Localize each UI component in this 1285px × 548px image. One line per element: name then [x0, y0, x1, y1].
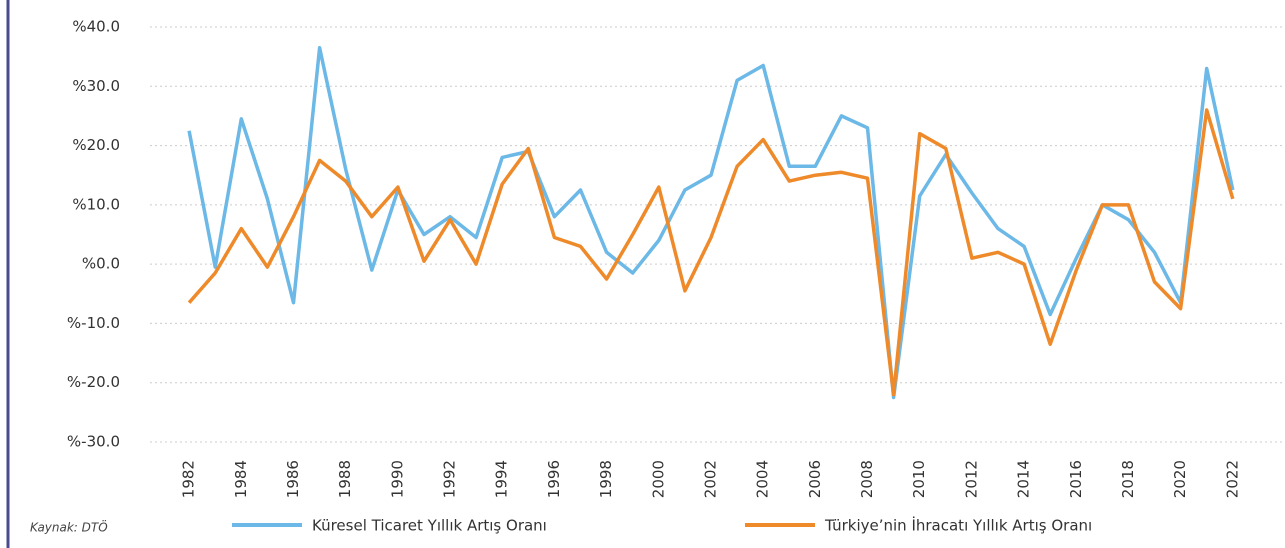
- x-tick-label: 1998: [597, 460, 615, 498]
- y-tick-label: %-30.0: [67, 433, 120, 451]
- x-tick-label: 2000: [649, 460, 667, 498]
- x-tick-label: 2010: [910, 460, 928, 498]
- legend-label: Türkiye’nin İhracatı Yıllık Artış Oranı: [824, 516, 1092, 535]
- x-tick-label: 2002: [701, 460, 719, 498]
- x-tick-label: 2018: [1119, 460, 1137, 498]
- x-tick-label: 2014: [1015, 460, 1033, 498]
- x-tick-label: 2016: [1067, 460, 1085, 498]
- x-tick-label: 2004: [754, 460, 772, 498]
- y-tick-label: %10.0: [72, 195, 120, 213]
- x-tick-label: 2008: [858, 460, 876, 498]
- y-tick-label: %-10.0: [67, 314, 120, 332]
- x-tick-label: 1996: [545, 460, 563, 498]
- x-tick-label: 2006: [806, 460, 824, 498]
- series-line: [187, 46, 1235, 400]
- x-tick-label: 2012: [962, 460, 980, 498]
- y-tick-label: %0.0: [82, 255, 120, 273]
- legend-label: Küresel Ticaret Yıllık Artış Oranı: [312, 517, 547, 535]
- x-tick-label: 1982: [180, 460, 198, 498]
- y-tick-label: %-20.0: [67, 373, 120, 391]
- x-tick-label: 1984: [232, 460, 250, 498]
- x-tick-label: 2022: [1223, 460, 1241, 498]
- x-tick-label: 1992: [441, 460, 459, 498]
- series-line: [187, 108, 1235, 397]
- y-tick-label: %30.0: [72, 77, 120, 95]
- x-tick-label: 1990: [388, 460, 406, 498]
- x-tick-label: 1994: [493, 460, 511, 498]
- x-tick-label: 1986: [284, 460, 302, 498]
- source-note: Kaynak: DTÖ: [30, 519, 108, 535]
- y-tick-label: %40.0: [72, 18, 120, 36]
- x-tick-label: 2020: [1171, 460, 1189, 498]
- x-tick-label: 1988: [336, 460, 354, 498]
- y-tick-label: %20.0: [72, 136, 120, 154]
